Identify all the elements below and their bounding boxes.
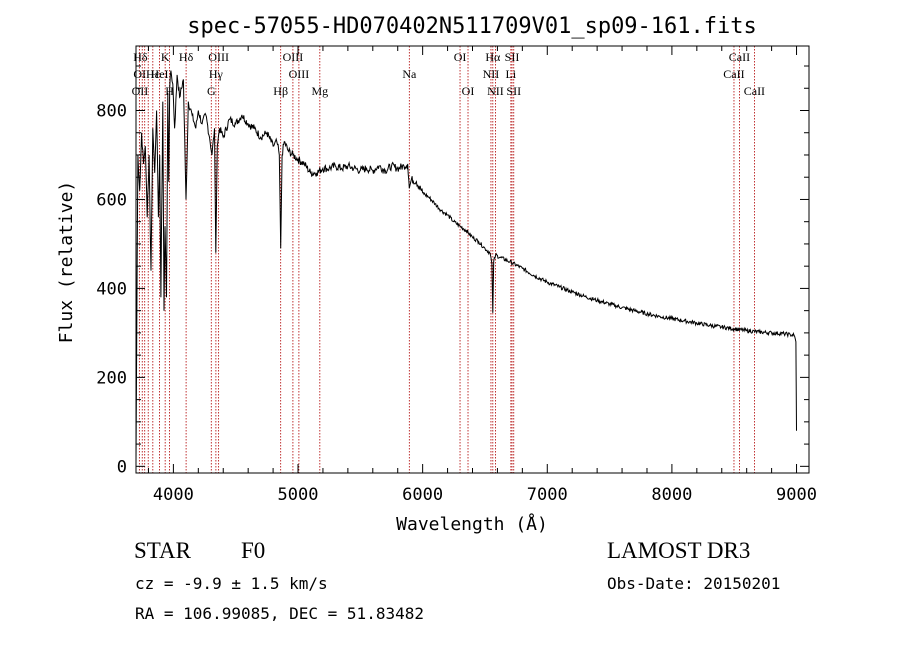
- chart-title: spec-57055-HD070402N511709V01_sp09-161.f…: [187, 14, 757, 39]
- line-label: OI: [462, 84, 475, 98]
- line-label: OII: [132, 84, 149, 98]
- y-tick-label: 0: [117, 457, 127, 477]
- obs-date: Obs-Date: 20150201: [607, 574, 781, 593]
- line-label: Mg: [311, 84, 328, 98]
- line-label: NII: [487, 84, 504, 98]
- line-label: K: [161, 50, 170, 64]
- x-axis-label: Wavelength (Å): [396, 513, 548, 535]
- line-label: SII: [505, 50, 520, 64]
- line-label: Li: [506, 67, 517, 81]
- object-class: STAR: [134, 538, 191, 563]
- line-label: Hβ: [273, 84, 288, 98]
- y-tick-label: 800: [96, 101, 127, 121]
- line-label: OIII: [208, 50, 229, 64]
- object-subclass: F0: [241, 538, 266, 563]
- line-label: Hδ: [133, 50, 148, 64]
- line-label: OI: [133, 67, 146, 81]
- x-tick-label: 6000: [402, 485, 443, 505]
- line-label: Hα: [485, 50, 501, 64]
- spectral-line-markers: [138, 46, 755, 473]
- x-tick-label: 4000: [153, 485, 194, 505]
- x-tick-label: 5000: [278, 485, 319, 505]
- x-tick-label: 8000: [651, 485, 692, 505]
- plot-frame: [135, 45, 810, 474]
- line-label: CaII: [729, 50, 750, 64]
- spectrum-line: [135, 70, 797, 462]
- line-label: CaII: [744, 84, 765, 98]
- line-label: G: [207, 84, 216, 98]
- x-tick-label: 9000: [776, 485, 817, 505]
- line-label: Hδ: [179, 50, 194, 64]
- line-label: NII: [483, 67, 500, 81]
- line-label: OIII: [283, 50, 304, 64]
- x-tick-label: 7000: [527, 485, 568, 505]
- y-axis-label: Flux (relative): [56, 181, 77, 344]
- y-tick-label: 600: [96, 190, 127, 210]
- line-label: CaII: [723, 67, 744, 81]
- y-tick-label: 200: [96, 368, 127, 388]
- x-axis-ticks: 4000 5000 6000 7000 8000 9000: [147, 46, 817, 505]
- line-label: Hε: [146, 67, 160, 81]
- redshift-readout: cz = -9.9 ± 1.5 km/s: [135, 574, 328, 593]
- line-label: SII: [506, 84, 521, 98]
- survey-label: LAMOST DR3: [607, 538, 751, 563]
- y-tick-label: 400: [96, 279, 127, 299]
- coordinates: RA = 106.99085, DEC = 51.83482: [135, 604, 424, 623]
- line-label: OI: [454, 50, 467, 64]
- line-label: OIII: [289, 67, 310, 81]
- y-axis-ticks: 0 200 400 600 800: [96, 65, 809, 477]
- line-label: Na: [402, 67, 417, 81]
- line-label: Hγ: [209, 67, 224, 81]
- line-label: HeI: [151, 67, 169, 81]
